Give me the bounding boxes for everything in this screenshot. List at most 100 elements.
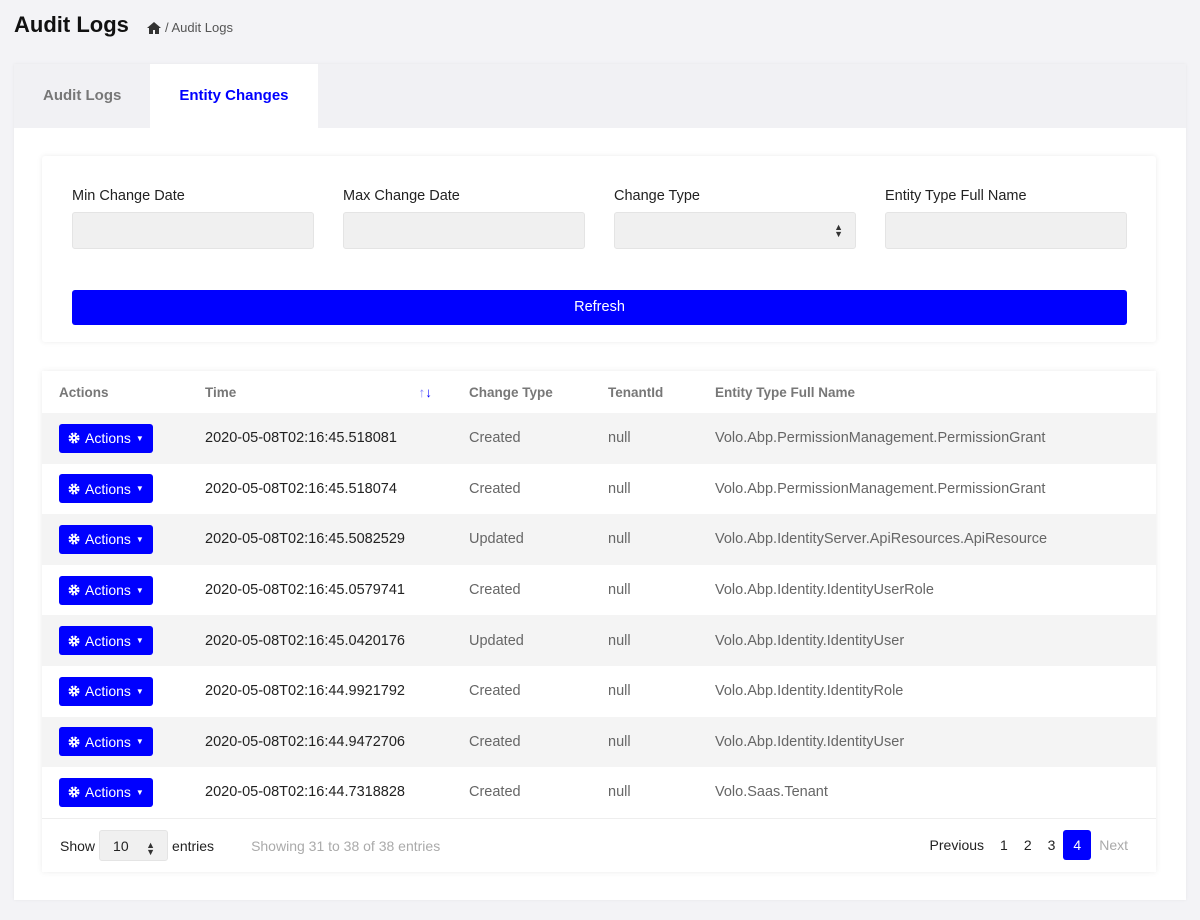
filter-panel: Min Change Date Max Change Date Change T… (42, 156, 1156, 342)
time-cell: 2020-05-08T02:16:45.5082529 (188, 514, 452, 565)
table-row: Actions ▼ 2020-05-08T02:16:44.9472706 Cre… (42, 716, 1156, 768)
header-actions: Actions (59, 384, 109, 400)
min-date-label: Min Change Date (72, 188, 185, 204)
tabs: Audit Logs Entity Changes (14, 64, 1186, 128)
actions-label: Actions (85, 531, 131, 548)
next-button[interactable]: Next (1099, 837, 1128, 853)
time-cell: 2020-05-08T02:16:45.518081 (188, 413, 452, 464)
pagination: Previous 1 2 3 4 Next (922, 830, 1136, 860)
actions-label: Actions (85, 683, 131, 700)
entity-type-cell: Volo.Saas.Tenant (715, 784, 828, 801)
caret-down-icon: ▼ (135, 433, 144, 443)
actions-button[interactable]: Actions ▼ (59, 777, 153, 807)
time-cell: 2020-05-08T02:16:44.9472706 (188, 716, 452, 768)
change-type-cell: Created (469, 582, 521, 599)
gear-icon (68, 432, 80, 444)
entity-type-field: Entity Type Full Name (885, 188, 1127, 249)
table-info: Showing 31 to 38 of 38 entries (251, 837, 441, 854)
tab-audit-logs[interactable]: Audit Logs (43, 87, 122, 104)
gear-icon (68, 483, 80, 495)
gear-icon (68, 786, 80, 798)
actions-button[interactable]: Actions ▼ (59, 676, 153, 706)
caret-down-icon: ▼ (135, 484, 144, 494)
actions-cell: Actions ▼ (42, 615, 188, 666)
entity-type-label: Entity Type Full Name (885, 188, 1027, 204)
actions-label: Actions (85, 784, 131, 801)
actions-button[interactable]: Actions ▼ (59, 474, 153, 504)
breadcrumb-current: / Audit Logs (165, 20, 233, 35)
actions-cell: Actions ▼ (42, 666, 188, 717)
entity-type-cell: Volo.Abp.Identity.IdentityUser (698, 615, 1156, 666)
time-cell: 2020-05-08T02:16:45.0579741 (205, 582, 405, 599)
entity-type-cell: Volo.Abp.Identity.IdentityUserRole (715, 582, 934, 599)
table-row: Actions ▼ 2020-05-08T02:16:45.518074 Crea… (42, 464, 1156, 515)
tenant-id-cell: null (608, 480, 631, 497)
entries-label: entries (172, 837, 215, 854)
time-cell: 2020-05-08T02:16:45.518074 (205, 480, 397, 497)
actions-cell: Actions ▼ (42, 413, 188, 464)
page-size-select[interactable]: 10 ▲ ▼ (99, 830, 169, 861)
table-row: Actions ▼ 2020-05-08T02:16:45.5082529 Upd… (42, 514, 1156, 565)
caret-down-icon: ▼ (135, 534, 144, 544)
entity-type-cell: Volo.Abp.PermissionManagement.Permission… (715, 480, 1046, 497)
sort-icon[interactable]: ↑↓ (418, 384, 433, 400)
actions-button[interactable]: Actions ▼ (59, 524, 153, 554)
actions-button[interactable]: Actions ▼ (59, 575, 153, 605)
max-date-label: Max Change Date (343, 188, 460, 204)
select-arrows-icon: ▲ ▼ (146, 840, 156, 857)
max-date-input[interactable] (343, 212, 585, 249)
min-date-input[interactable] (72, 212, 314, 249)
actions-cell: Actions ▼ (42, 767, 188, 818)
entity-type-cell: Volo.Abp.PermissionManagement.Permission… (698, 413, 1156, 464)
time-cell: 2020-05-08T02:16:45.0420176 (188, 615, 452, 666)
caret-down-icon: ▼ (135, 585, 144, 595)
actions-cell: Actions ▼ (42, 565, 188, 616)
refresh-button[interactable]: Refresh (72, 290, 1127, 325)
tenant-id-cell: null (591, 514, 698, 565)
page-4-current[interactable]: 4 (1063, 830, 1092, 860)
header-change-type[interactable]: Change Type (469, 384, 553, 400)
gear-icon (68, 685, 80, 697)
page-3[interactable]: 3 (1047, 837, 1056, 853)
page-title: Audit Logs (14, 12, 129, 37)
tenant-id-cell: null (591, 716, 698, 768)
header-entity-type[interactable]: Entity Type Full Name (715, 384, 856, 400)
table-row: Actions ▼ 2020-05-08T02:16:45.518081 Crea… (42, 413, 1156, 464)
entity-type-input[interactable] (885, 212, 1127, 249)
caret-down-icon: ▼ (135, 636, 144, 646)
change-type-cell: Updated (452, 514, 591, 565)
change-type-field: Change Type ▲ ▼ (614, 188, 856, 249)
time-cell: 2020-05-08T02:16:44.7318828 (205, 784, 405, 801)
entity-type-cell: Volo.Abp.Identity.IdentityUser (698, 716, 1156, 768)
page-2[interactable]: 2 (1023, 837, 1032, 853)
entity-changes-table: Actions Time ↑↓ Change Type TenantId Enti… (42, 371, 1156, 818)
table-row: Actions ▼ 2020-05-08T02:16:45.0579741 Cre… (42, 565, 1156, 616)
actions-button[interactable]: Actions ▼ (59, 423, 153, 453)
actions-label: Actions (85, 733, 131, 750)
change-type-label: Change Type (614, 188, 700, 204)
actions-button[interactable]: Actions ▼ (59, 727, 153, 757)
header-time[interactable]: Time ↑↓ (188, 371, 452, 413)
actions-label: Actions (85, 480, 131, 497)
change-type-cell: Created (452, 413, 591, 464)
entity-type-cell: Volo.Abp.IdentityServer.ApiResources.Api… (698, 514, 1156, 565)
actions-button[interactable]: Actions ▼ (59, 626, 153, 656)
change-type-select[interactable]: ▲ ▼ (614, 212, 856, 249)
tab-entity-changes[interactable]: Entity Changes (150, 64, 318, 128)
actions-cell: Actions ▼ (42, 716, 188, 768)
select-arrows-icon: ▲ ▼ (834, 222, 843, 239)
actions-label: Actions (85, 632, 131, 649)
caret-down-icon: ▼ (135, 686, 144, 696)
time-cell: 2020-05-08T02:16:44.9921792 (205, 683, 405, 700)
table-row: Actions ▼ 2020-05-08T02:16:44.7318828 Cre… (42, 767, 1156, 818)
home-icon[interactable] (147, 21, 161, 34)
change-type-cell: Created (469, 480, 521, 497)
table-footer: Show 10 ▲ ▼ entries Showing 31 to 38 of 38… (42, 818, 1156, 872)
header-tenant-id[interactable]: TenantId (608, 384, 664, 400)
max-date-field: Max Change Date (343, 188, 585, 249)
tenant-id-cell: null (591, 615, 698, 666)
page-1[interactable]: 1 (1000, 837, 1008, 853)
gear-icon (68, 635, 80, 647)
entity-changes-table-card: Actions Time ↑↓ Change Type TenantId Enti… (42, 371, 1156, 872)
previous-button[interactable]: Previous (929, 837, 985, 853)
